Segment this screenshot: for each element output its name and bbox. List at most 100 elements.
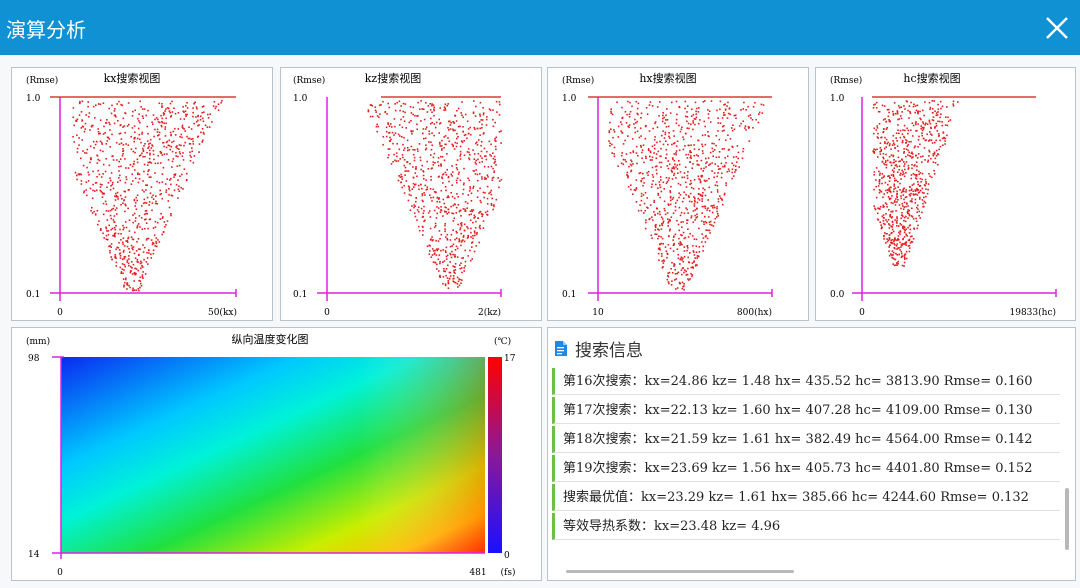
scatter-point bbox=[434, 261, 437, 264]
scatter-point bbox=[107, 238, 109, 241]
scatter-point bbox=[664, 122, 666, 125]
scatter-point bbox=[703, 205, 705, 208]
scatter-point bbox=[916, 187, 918, 190]
scatter-point bbox=[454, 263, 457, 265]
scatter-point bbox=[899, 189, 901, 191]
scatter-point bbox=[203, 133, 205, 135]
scatter-point bbox=[714, 206, 716, 209]
scatter-point bbox=[660, 179, 662, 181]
scatter-point bbox=[735, 156, 738, 158]
scatter-point bbox=[885, 203, 888, 206]
scatter-point bbox=[446, 104, 448, 107]
scatter-point bbox=[890, 210, 892, 213]
scatter-point bbox=[458, 210, 461, 213]
scatter-point bbox=[880, 149, 883, 151]
scatter-point bbox=[716, 175, 718, 178]
search-info-header: 搜索信息 bbox=[554, 336, 643, 361]
scatter-point bbox=[142, 147, 144, 150]
scatter-point bbox=[103, 237, 105, 239]
scatter-point bbox=[96, 209, 99, 212]
scatter-point bbox=[677, 182, 680, 185]
scatter-point bbox=[896, 140, 898, 142]
scatter-point bbox=[206, 126, 209, 128]
scatter-point bbox=[404, 170, 406, 172]
scatter-point bbox=[657, 192, 659, 195]
scatter-point bbox=[101, 184, 103, 186]
scatter-point bbox=[667, 274, 669, 277]
scatter-point bbox=[394, 103, 396, 105]
scatter-point bbox=[629, 101, 631, 104]
scatter-point bbox=[387, 123, 390, 125]
scatter-point bbox=[889, 143, 891, 145]
scatter-point bbox=[80, 180, 83, 182]
scatter-point bbox=[909, 228, 912, 231]
scatter-point bbox=[92, 189, 94, 192]
scatter-point bbox=[123, 263, 126, 266]
scatter-point bbox=[707, 157, 710, 159]
scatter-point bbox=[402, 110, 404, 113]
scatter-point bbox=[473, 158, 476, 160]
scatter-point bbox=[678, 124, 680, 127]
scatter-point bbox=[410, 130, 413, 133]
scatter-point bbox=[397, 133, 400, 136]
scatter-point bbox=[464, 133, 467, 136]
scatter-point bbox=[144, 155, 146, 158]
scatter-point bbox=[919, 189, 922, 192]
scatter-point bbox=[429, 109, 432, 111]
horizontal-scrollbar[interactable] bbox=[566, 570, 794, 573]
scatter-point bbox=[433, 209, 436, 212]
scatter-point bbox=[126, 283, 128, 285]
scatter-point bbox=[83, 130, 86, 133]
scatter-point bbox=[122, 144, 125, 146]
scatter-point bbox=[902, 225, 905, 228]
scatter-point bbox=[105, 227, 108, 230]
search-result-list[interactable]: 第16次搜索：kx=24.86 kz= 1.48 hx= 435.52 hc= … bbox=[552, 368, 1060, 542]
scatter-point bbox=[886, 108, 889, 111]
scatter-point bbox=[396, 143, 398, 145]
scatter-point bbox=[151, 196, 153, 199]
scatter-point bbox=[659, 213, 661, 216]
scatter-point bbox=[444, 210, 446, 213]
scatter-point bbox=[498, 186, 500, 189]
vertical-scrollbar[interactable] bbox=[1065, 488, 1069, 550]
scatter-point bbox=[122, 237, 125, 239]
scatter-point bbox=[120, 203, 122, 206]
scatter-point bbox=[680, 256, 683, 259]
scatter-point bbox=[649, 155, 651, 158]
scatter-point bbox=[139, 121, 141, 124]
scatter-point bbox=[677, 172, 679, 174]
scatter-point bbox=[117, 181, 119, 183]
scatter-point bbox=[479, 115, 481, 117]
scatter-point bbox=[693, 260, 695, 262]
scatter-point bbox=[476, 231, 478, 234]
scatter-point bbox=[432, 261, 435, 263]
scatter-point bbox=[469, 210, 472, 212]
scatter-point bbox=[939, 139, 941, 142]
scatter-point bbox=[644, 137, 647, 140]
scatter-point bbox=[132, 110, 134, 113]
scatter-point bbox=[208, 126, 211, 128]
scatter-point bbox=[495, 148, 497, 151]
scatter-point bbox=[887, 218, 890, 221]
scatter-point bbox=[880, 191, 883, 193]
scatter-point bbox=[166, 220, 169, 222]
close-icon[interactable] bbox=[1042, 13, 1072, 43]
scatter-point bbox=[686, 157, 689, 159]
scatter-point bbox=[699, 193, 702, 196]
scatter-point bbox=[923, 196, 925, 199]
scatter-point bbox=[649, 151, 652, 154]
scatter-point bbox=[493, 205, 495, 208]
scatter-point bbox=[695, 154, 698, 156]
scatter-point bbox=[438, 230, 441, 232]
scatter-point bbox=[670, 216, 673, 218]
scatter-point bbox=[899, 174, 901, 176]
scatter-point bbox=[876, 136, 879, 138]
scatter-point bbox=[117, 196, 119, 198]
scatter-point bbox=[417, 101, 419, 104]
scatter-point bbox=[687, 212, 689, 214]
scatter-point bbox=[131, 267, 133, 269]
scatter-point bbox=[621, 132, 624, 134]
scatter-point bbox=[457, 173, 460, 175]
scatter-point bbox=[217, 103, 220, 105]
scatter-point bbox=[920, 125, 922, 127]
